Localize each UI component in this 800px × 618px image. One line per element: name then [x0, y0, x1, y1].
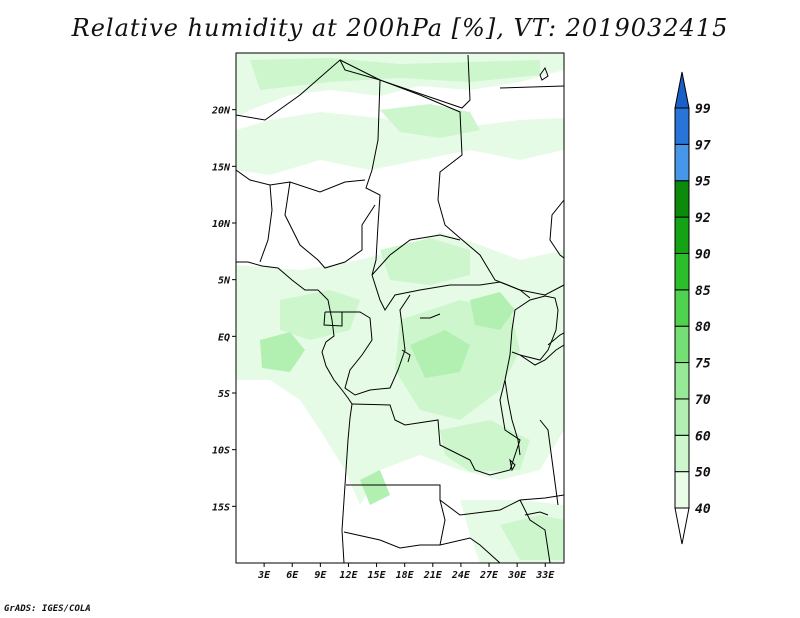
humidity-patch — [236, 112, 564, 175]
colorbar-segment — [674, 252, 690, 291]
longitude-axis: 3E 6E 9E 12E 15E 18E 21E 24E 27E 30E 33E — [257, 563, 555, 581]
country-border — [236, 169, 366, 193]
lon-label: 12E — [339, 570, 358, 581]
lat-label: 15S — [212, 502, 230, 513]
country-border — [511, 295, 559, 361]
lat-label: 5N — [218, 276, 231, 287]
colorbar-label: 50 — [695, 466, 711, 481]
country-border — [519, 344, 564, 366]
colorbar-label: 97 — [695, 138, 711, 153]
colorbar-label: 85 — [695, 284, 711, 299]
lon-label: 27E — [479, 570, 499, 581]
lake-outline — [539, 66, 549, 81]
colorbar-label: 60 — [695, 429, 711, 444]
colorbar-segment — [674, 398, 690, 436]
colorbar-segment — [674, 434, 690, 473]
lon-label: 30E — [507, 570, 527, 581]
lat-label: 5S — [218, 389, 230, 400]
colorbar-segment — [674, 362, 690, 400]
colorbar-label: 75 — [695, 357, 711, 372]
humidity-patch — [250, 58, 540, 90]
colorbar-label: 70 — [695, 393, 711, 408]
lake-outline — [420, 313, 441, 319]
country-border — [547, 332, 564, 346]
humidity-patch — [280, 290, 360, 340]
colorbar-segment — [674, 216, 690, 254]
humidity-patch — [380, 238, 470, 285]
colorbar-bottom-arrow — [674, 507, 690, 545]
country-border — [325, 294, 411, 396]
lake-outline — [401, 349, 411, 363]
lon-label: 33E — [535, 570, 555, 581]
colorbar-segment — [674, 471, 690, 509]
country-border — [343, 531, 501, 563]
country-border — [519, 499, 551, 563]
chart-title: Relative humidity at 200hPa [%], VT: 201… — [71, 14, 729, 42]
humidity-patch — [470, 292, 515, 330]
lake-outline — [539, 419, 559, 506]
colorbar: 40 50 60 70 75 80 85 90 92 95 97 99 — [674, 71, 711, 545]
lat-label: EQ — [218, 332, 230, 343]
country-border — [439, 499, 446, 546]
lon-label: 21E — [423, 570, 443, 581]
country-border — [371, 234, 461, 276]
colorbar-segment — [674, 107, 690, 145]
humidity-patch — [380, 104, 480, 138]
humidity-field — [236, 53, 564, 563]
colorbar-label: 80 — [695, 320, 711, 335]
colorbar-label: 40 — [695, 502, 711, 517]
lat-label: 20N — [211, 106, 231, 117]
colorbar-label: 90 — [695, 247, 711, 262]
colorbar-segment — [674, 325, 690, 364]
country-border — [379, 54, 471, 109]
lon-label: 18E — [396, 570, 415, 581]
colorbar-segment — [674, 289, 690, 327]
colorbar-label: 99 — [695, 102, 711, 117]
lake-outline — [524, 511, 549, 516]
coastline — [236, 261, 353, 563]
humidity-patch — [360, 470, 390, 505]
lon-label: 24E — [451, 570, 471, 581]
country-border — [351, 329, 521, 476]
lon-label: 9E — [314, 570, 327, 581]
humidity-patch — [410, 330, 470, 378]
colorbar-top-arrow — [674, 71, 690, 109]
colorbar-segment — [674, 180, 690, 218]
lon-label: 3E — [257, 570, 271, 581]
country-border — [284, 181, 376, 269]
country-border — [549, 199, 564, 259]
humidity-patch — [260, 332, 305, 372]
map-frame — [235, 52, 565, 564]
lat-label: 15N — [212, 162, 231, 173]
credit-label: GrADS: IGES/COLA — [4, 604, 91, 614]
colorbar-label: 95 — [695, 175, 711, 190]
humidity-patch — [440, 420, 530, 472]
colorbar-label: 92 — [695, 211, 711, 226]
country-border — [259, 184, 273, 263]
colorbar-segment — [674, 143, 690, 182]
country-border — [371, 274, 531, 311]
country-border — [499, 85, 564, 89]
country-border — [236, 59, 381, 276]
boundary-lines — [236, 54, 564, 563]
lat-label: 10S — [212, 446, 230, 457]
latitude-axis: 20N 15N 10N 5N EQ 5S 10S 15S — [211, 106, 236, 513]
lon-label: 6E — [286, 570, 299, 581]
lat-label: 10N — [212, 219, 231, 230]
country-border — [346, 484, 564, 516]
lake-outline — [504, 379, 521, 456]
country-border — [323, 311, 343, 327]
lon-label: 15E — [368, 570, 387, 581]
lake-outline — [509, 458, 516, 472]
